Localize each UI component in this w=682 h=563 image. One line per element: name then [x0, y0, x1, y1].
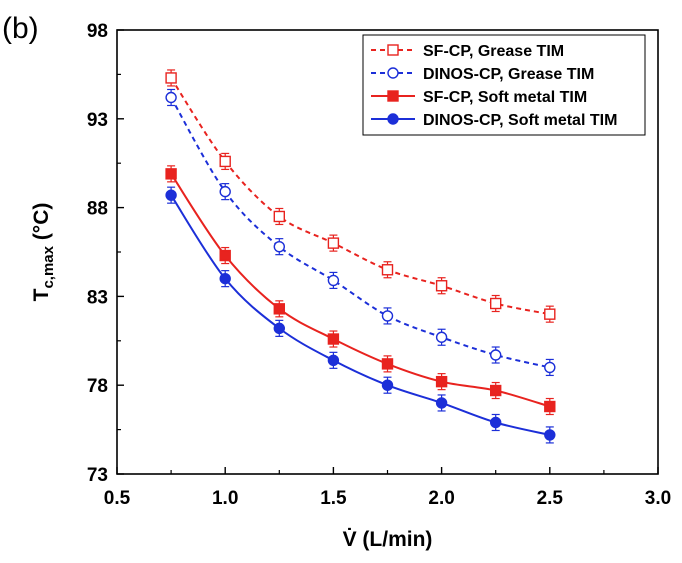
data-point [544, 308, 556, 320]
legend-label: SF-CP, Grease TIM [423, 43, 564, 60]
axis-ticks: 0.5 1.0 1.5 2.0 2.5 3.0 73 78 83 88 93 98 [87, 21, 671, 509]
x-tick-label: 1.0 [212, 488, 238, 509]
data-point [165, 189, 177, 201]
data-point [165, 72, 177, 84]
data-point [219, 249, 231, 262]
data-point [490, 384, 502, 397]
data-point [490, 349, 502, 361]
data-point [381, 264, 394, 276]
x-tick-label: 3.0 [645, 488, 671, 509]
series-2 [165, 88, 556, 377]
legend-marker [387, 44, 399, 56]
x-axis-label: V̇ (L/min) [343, 527, 433, 551]
legend-marker [387, 113, 399, 125]
y-tick-label: 78 [87, 376, 108, 397]
data-point [381, 358, 394, 370]
data-point [435, 397, 448, 409]
y-tick-label: 88 [87, 199, 108, 220]
y-tick-label: 73 [87, 465, 108, 486]
data-point [381, 310, 394, 322]
legend: SF-CP, Grease TIM DINOS-CP, Grease TIM SF-… [362, 34, 646, 136]
series-1 [165, 69, 556, 323]
legend-label: DINOS-CP, Grease TIM [423, 66, 594, 83]
data-point [490, 416, 502, 429]
series-4 [165, 186, 556, 444]
legend-label: SF-CP, Soft metal TIM [423, 89, 587, 106]
x-tick-label: 2.0 [428, 488, 454, 509]
data-point [219, 185, 231, 198]
series-line [170, 96, 551, 369]
data-point [165, 91, 177, 104]
data-point [435, 280, 448, 292]
y-tick-label: 83 [87, 287, 108, 308]
data-point [273, 322, 285, 335]
data-point [273, 240, 285, 253]
data-point [273, 303, 285, 315]
data-point [327, 274, 340, 287]
data-point [327, 237, 340, 249]
x-tick-label: 1.5 [320, 488, 347, 509]
series-line [170, 173, 551, 408]
data-point [381, 379, 394, 391]
data-point [165, 168, 177, 180]
data-point [544, 429, 556, 441]
y-axis-label-main: T [30, 288, 53, 301]
y-tick-label: 98 [87, 21, 108, 42]
y-tick-label: 93 [87, 110, 108, 131]
legend-marker [387, 90, 399, 102]
data-point [219, 272, 231, 285]
series-3 [165, 165, 556, 416]
x-tick-label: 0.5 [104, 488, 131, 509]
legend-marker [387, 67, 399, 79]
data-point [435, 331, 448, 343]
data-point [490, 297, 502, 310]
data-point [273, 210, 285, 223]
series-layer [165, 69, 556, 444]
data-point [219, 155, 231, 168]
data-point [435, 375, 448, 388]
y-axis-label-unit: (°C) [30, 203, 53, 246]
x-tick-label: 2.5 [537, 488, 564, 509]
legend-label: DINOS-CP, Soft metal TIM [423, 112, 617, 129]
panel-label: (b) [2, 12, 39, 45]
y-axis-label-sub: c,max [40, 245, 57, 288]
y-axis-label: Tc,max (°C) [30, 203, 57, 302]
data-point [544, 400, 556, 413]
data-point [327, 333, 340, 345]
data-point [544, 361, 556, 374]
data-point [327, 354, 340, 367]
